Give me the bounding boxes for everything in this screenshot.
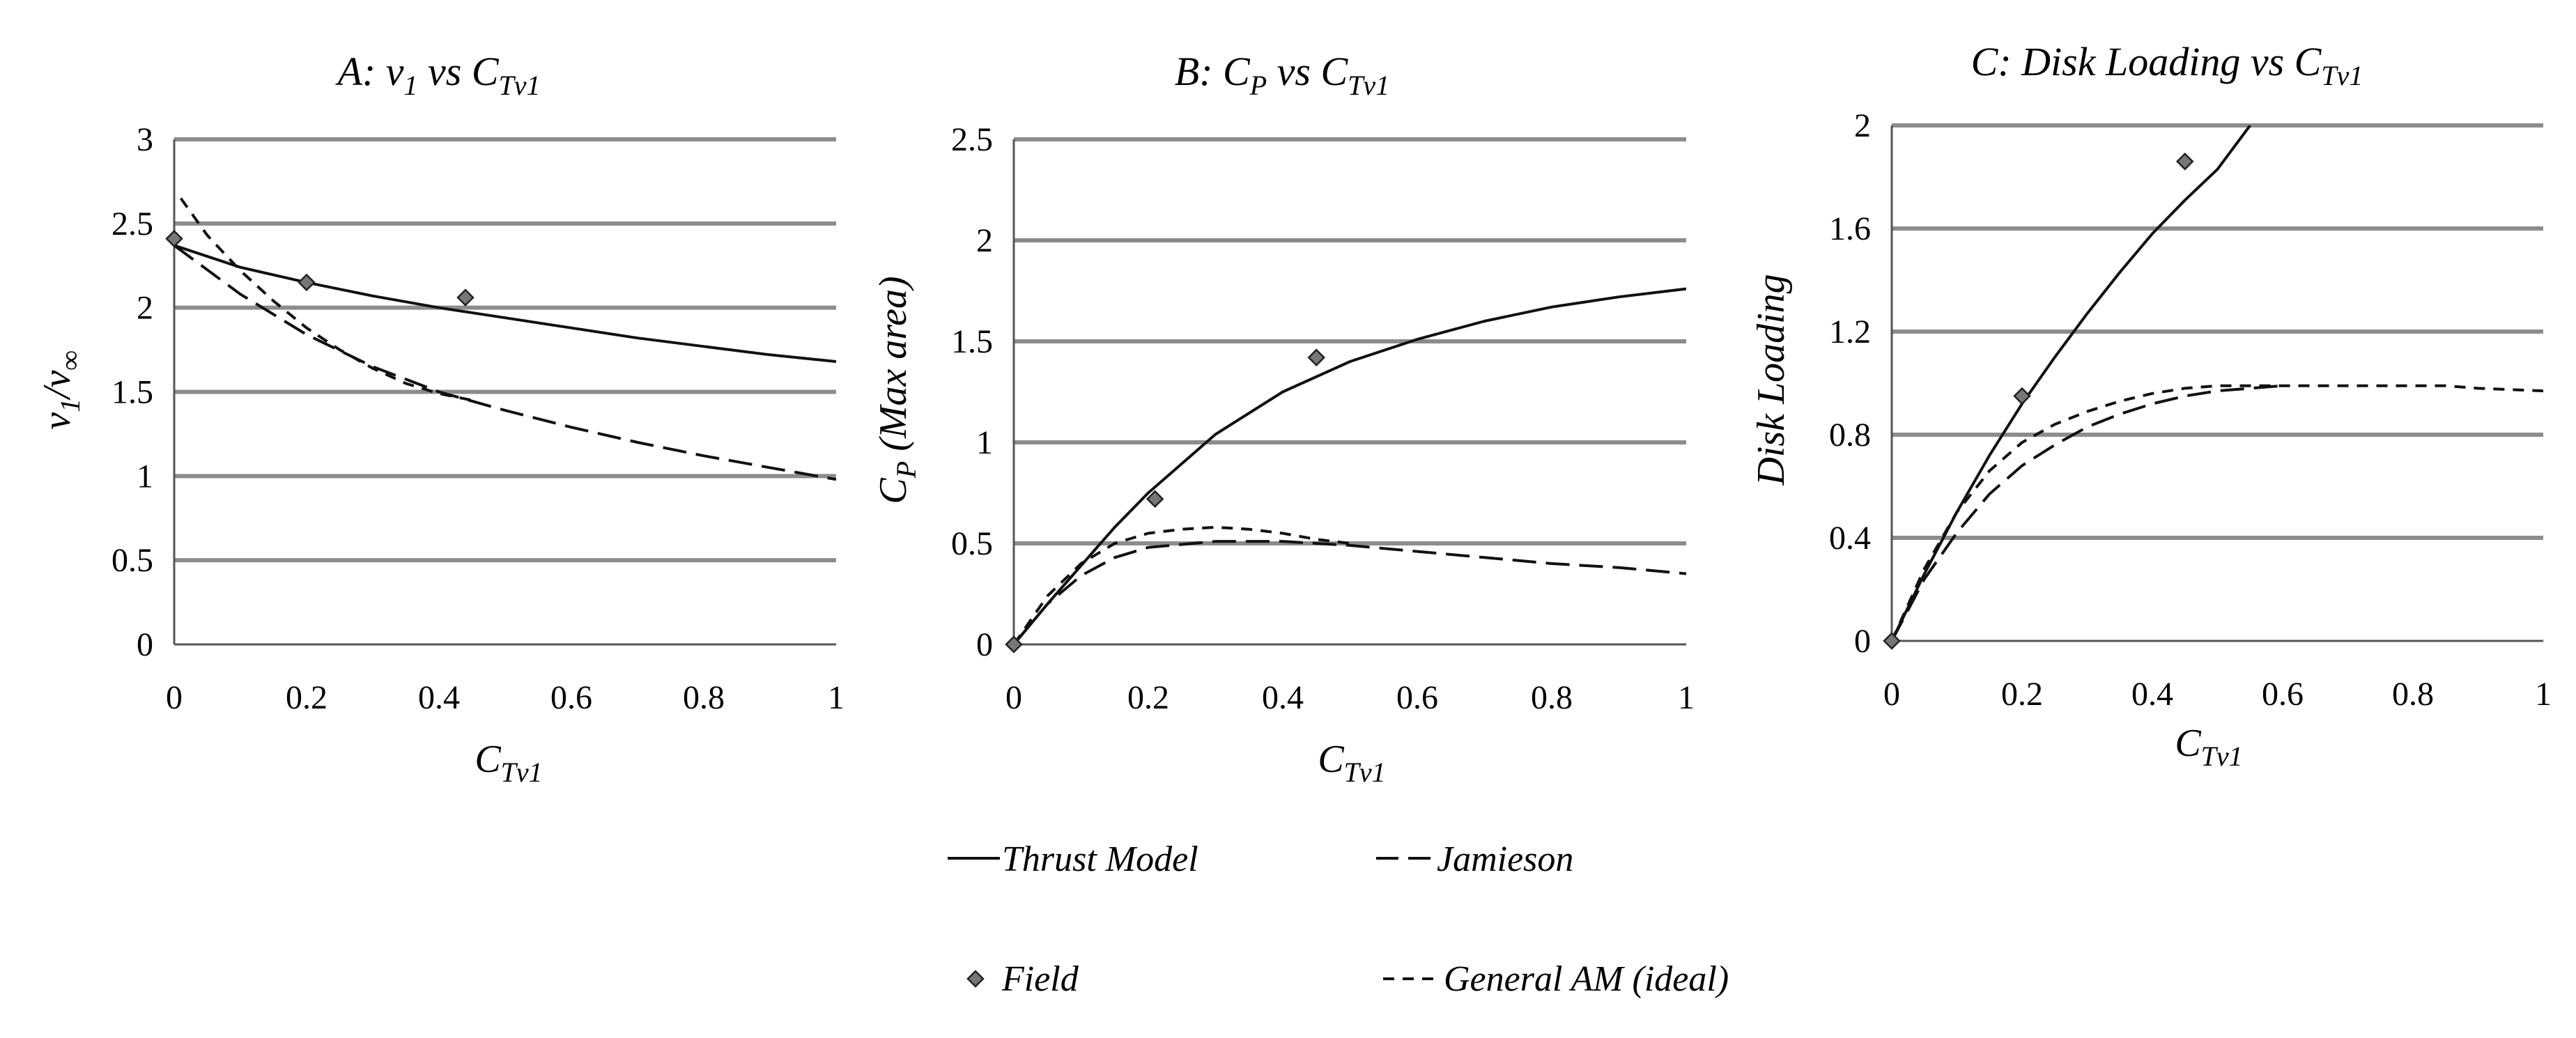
chart-a-ytick-label: 1 bbox=[137, 458, 153, 495]
chart-c-ytick-label: 0.4 bbox=[1829, 520, 1871, 557]
chart-c-ytick-label: 1.6 bbox=[1829, 210, 1871, 247]
chart-b-markers bbox=[1005, 348, 1326, 653]
legend-thrust-model-label: Thrust Model bbox=[1002, 839, 1198, 879]
chart-c-field-point bbox=[2175, 153, 2194, 171]
chart-c-series-jamieson bbox=[1892, 384, 2283, 641]
chart-c-field-point bbox=[1883, 632, 1901, 650]
chart-b-xtick-label: 0.4 bbox=[1262, 679, 1304, 716]
chart-b-xlabel: CTv1 bbox=[1318, 738, 1385, 788]
chart-a-series-thrust-model bbox=[174, 244, 836, 363]
chart-b-ytick-label: 2 bbox=[976, 222, 993, 259]
chart-c-ytick-label: 2 bbox=[1854, 107, 1871, 144]
chart-b-field-point bbox=[1005, 635, 1023, 653]
chart-b-field-point bbox=[1146, 490, 1164, 508]
chart-a-ytick-label: 1.5 bbox=[111, 374, 153, 411]
chart-b-ytick-label: 2.5 bbox=[951, 121, 993, 158]
chart-c-ytick-label: 0 bbox=[1854, 623, 1871, 660]
legend-field-label: Field bbox=[1001, 959, 1079, 999]
chart-c-xtick-label: 0.6 bbox=[2262, 676, 2304, 713]
chart-a-xtick-label: 0.4 bbox=[418, 679, 460, 716]
chart-c-ytick-label: 0.8 bbox=[1829, 417, 1871, 454]
chart-b-series-thrust-model bbox=[1014, 287, 1686, 644]
chart-a-series bbox=[174, 197, 836, 481]
chart-c-xlabel: CTv1 bbox=[2175, 722, 2242, 772]
chart-b-series-jamieson bbox=[1014, 540, 1686, 644]
chart-b-grid bbox=[1012, 137, 1686, 646]
chart-b-ytick-label: 1.5 bbox=[951, 323, 993, 360]
chart-c-ytick-label: 1.2 bbox=[1829, 313, 1871, 350]
legend: Thrust Model Jamieson Field General AM (… bbox=[948, 839, 1729, 999]
chart-c-series-general-am-ideal bbox=[1892, 384, 2543, 641]
chart-b-xtick-label: 0.6 bbox=[1396, 679, 1438, 716]
chart-b-title: B: CP vs CTv1 bbox=[1175, 49, 1389, 101]
chart-c-ticks: 0 0.4 0.8 1.2 1.6 2 0 0.2 0.4 0.6 0.8 1 bbox=[1829, 107, 2552, 713]
legend-general-am-label: General AM (ideal) bbox=[1444, 959, 1729, 999]
chart-c-ylabel: Disk Loading bbox=[1750, 274, 1793, 486]
chart-a-series-jamieson bbox=[174, 244, 836, 481]
chart-a-ytick-label: 2 bbox=[137, 290, 153, 327]
chart-a-xtick-label: 0.2 bbox=[286, 679, 327, 716]
chart-b-ytick-label: 0.5 bbox=[951, 525, 993, 562]
chart-c-xtick-label: 1 bbox=[2535, 676, 2552, 713]
chart-b-xtick-label: 0 bbox=[1005, 679, 1022, 716]
chart-a-markers bbox=[165, 229, 475, 307]
chart-a-field-point bbox=[165, 229, 183, 248]
legend-jamieson-label: Jamieson bbox=[1437, 839, 1573, 879]
chart-b-series bbox=[1014, 287, 1686, 644]
chart-c-xtick-label: 0 bbox=[1883, 676, 1900, 713]
chart-b-ytick-label: 1 bbox=[976, 424, 993, 461]
chart-a-xtick-label: 1 bbox=[828, 679, 844, 716]
chart-a: 0 0.5 1 1.5 2 2.5 3 0 0.2 0.4 0.6 0.8 1 A: v1 vs CTv… bbox=[36, 49, 844, 788]
chart-b-ylabel: CP (Max area) bbox=[872, 276, 922, 504]
chart-c-xtick-label: 0.8 bbox=[2392, 676, 2434, 713]
chart-b-xtick-label: 0.8 bbox=[1531, 679, 1573, 716]
chart-b-xtick-label: 0.2 bbox=[1127, 679, 1169, 716]
chart-a-ytick-label: 2.5 bbox=[111, 206, 153, 242]
chart-a-ytick-label: 0 bbox=[137, 626, 153, 663]
chart-c-series bbox=[1892, 125, 2543, 641]
chart-c-series-thrust-model bbox=[1892, 125, 2251, 641]
chart-b-ticks: 0 0.5 1 1.5 2 2.5 0 0.2 0.4 0.6 0.8 1 bbox=[951, 121, 1695, 716]
chart-c-field-point bbox=[2013, 387, 2031, 405]
chart-a-xlabel: CTv1 bbox=[475, 738, 542, 788]
chart-a-title: A: v1 vs CTv1 bbox=[334, 49, 540, 101]
chart-a-xtick-label: 0 bbox=[166, 679, 183, 716]
chart-b: 0 0.5 1 1.5 2 2.5 0 0.2 0.4 0.6 0.8 1 B: CP vs CTv1… bbox=[872, 49, 1695, 788]
chart-a-field-point bbox=[456, 288, 475, 307]
chart-c: 0 0.4 0.8 1.2 1.6 2 0 0.2 0.4 0.6 0.8 1 C: Disk Loa… bbox=[1750, 39, 2552, 772]
chart-a-xtick-label: 0.8 bbox=[683, 679, 725, 716]
chart-a-field-point bbox=[298, 273, 316, 292]
chart-a-series-general-am-ideal bbox=[179, 197, 472, 402]
chart-c-xtick-label: 0.4 bbox=[2131, 676, 2173, 713]
chart-c-xtick-label: 0.2 bbox=[2001, 676, 2043, 713]
chart-a-xtick-label: 0.6 bbox=[550, 679, 592, 716]
chart-a-ytick-label: 0.5 bbox=[111, 542, 153, 579]
chart-a-ylabel: v1/v∞ bbox=[36, 350, 86, 430]
chart-c-title: C: Disk Loading vs CTv1 bbox=[1971, 39, 2363, 91]
chart-c-markers bbox=[1883, 153, 2194, 650]
chart-a-ytick-label: 3 bbox=[137, 121, 153, 158]
chart-c-grid bbox=[1890, 123, 2543, 642]
chart-b-xtick-label: 1 bbox=[1678, 679, 1695, 716]
chart-b-ytick-label: 0 bbox=[976, 626, 993, 663]
chart-a-grid bbox=[173, 137, 836, 646]
legend-field-marker bbox=[966, 970, 985, 988]
chart-b-field-point bbox=[1307, 348, 1326, 366]
chart-a-ticks: 0 0.5 1 1.5 2 2.5 3 0 0.2 0.4 0.6 0.8 1 bbox=[111, 121, 844, 716]
